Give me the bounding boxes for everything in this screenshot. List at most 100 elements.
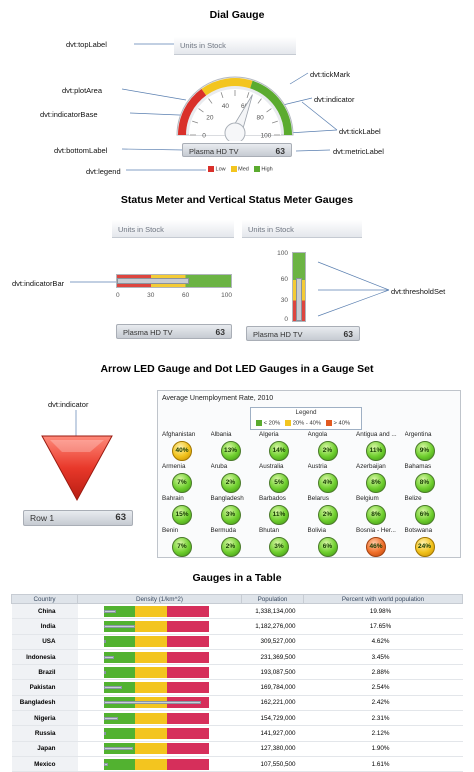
threshold-high — [167, 728, 210, 740]
dot-led: 8% — [414, 473, 435, 493]
led-country-label: Aruba — [210, 463, 228, 470]
table-row[interactable]: USA 309,527,000 4.62% — [11, 634, 463, 650]
density-indicator-bar — [103, 640, 107, 644]
col-population[interactable]: Population — [241, 594, 304, 604]
cell-density — [77, 634, 242, 650]
dot-led: 2% — [220, 473, 241, 493]
gauge-set-legend-title: Legend — [295, 409, 317, 416]
dial-tick-label: 0 — [202, 133, 206, 140]
dot-led-grid: Afghanistan 40% Albania 13% Algeria 14% Angola… — [158, 431, 462, 557]
legend-med: Med — [230, 166, 249, 172]
col-percent[interactable]: Percent with world population — [303, 594, 463, 604]
dial-tick-mark — [246, 92, 250, 99]
cell-population: 154,729,000 — [241, 710, 304, 727]
callout-top-label: dvt:topLabel — [66, 40, 107, 49]
cell-percent: 2.31% — [303, 710, 463, 727]
density-status-meter — [103, 651, 210, 663]
table-row[interactable]: Nigeria 154,729,000 2.31% — [11, 710, 463, 727]
dot-led: 24% — [414, 537, 435, 557]
status-tick-0: 0 — [116, 292, 120, 299]
cell-density — [77, 756, 242, 772]
cell-population: 193,087,500 — [241, 664, 304, 681]
cell-density — [77, 679, 242, 696]
legend-orange-swatch — [325, 420, 332, 426]
table-row[interactable]: Russia 141,927,000 2.12% — [11, 725, 463, 742]
legend-orange-label: > 40% — [333, 420, 351, 427]
threshold-med — [135, 682, 168, 694]
led-country-label: Argentina — [404, 431, 432, 438]
col-density[interactable]: Density (1/km^2) — [77, 594, 242, 604]
cell-population: 1,338,134,000 — [241, 603, 304, 620]
led-country-label: Belize — [404, 495, 422, 502]
arrow-bottom-bar: Row 1 63 — [23, 510, 133, 526]
cell-country: Mexico — [11, 756, 78, 772]
led-country-label: Albania — [210, 431, 232, 438]
dot-led: 3% — [269, 537, 289, 557]
threshold-high — [167, 605, 210, 617]
table-row[interactable]: Mexico 107,550,500 1.61% — [11, 756, 463, 772]
cell-country: India — [11, 618, 78, 635]
table-row[interactable]: India 1,182,276,000 17.65% — [11, 618, 463, 635]
vstatus-bottom-bar: Plasma HD TV 63 — [246, 326, 360, 341]
table-row[interactable]: Brazil 193,087,500 2.88% — [11, 664, 463, 681]
dot-led: 11% — [366, 441, 386, 461]
dial-tick-mark — [208, 98, 213, 104]
led-country-label: Belgium — [356, 495, 379, 502]
threshold-med — [135, 636, 168, 648]
threshold-low — [103, 636, 136, 648]
table-header-row: Country Density (1/km^2) Population Perc… — [11, 594, 463, 604]
density-status-meter — [103, 620, 210, 632]
dot-led: 13% — [220, 441, 241, 461]
status-top-label: Units in Stock — [118, 225, 164, 234]
dial-tick-label: 60 — [241, 103, 249, 110]
legend-high-swatch — [253, 166, 260, 172]
led-country-label: Benin — [162, 527, 179, 534]
cell-percent: 2.54% — [303, 679, 463, 696]
callout-tick-label: dvt:tickLabel — [339, 127, 381, 136]
density-status-meter — [103, 697, 210, 709]
table-row[interactable]: Bangladesh 162,221,000 2.42% — [11, 695, 463, 712]
threshold-low — [103, 712, 136, 724]
dial-tick-mark — [266, 108, 272, 113]
cell-percent: 17.65% — [303, 618, 463, 635]
cell-country: Indonesia — [11, 649, 78, 666]
density-indicator-bar — [103, 732, 106, 736]
threshold-high — [167, 743, 210, 755]
density-indicator-bar — [103, 762, 109, 766]
density-status-meter — [103, 758, 210, 770]
dot-led: 6% — [414, 505, 435, 525]
status-metric-label: 63 — [215, 327, 225, 337]
cell-percent: 4.62% — [303, 634, 463, 650]
status-tick-100: 100 — [221, 292, 232, 299]
table-row[interactable]: Indonesia 231,369,500 3.45% — [11, 649, 463, 666]
vstatus-plot-area — [292, 252, 306, 322]
callout-tick-mark: dvt:tickMark — [310, 70, 351, 79]
dial-tick-mark — [198, 108, 204, 113]
led-section-title: Arrow LED Gauge and Dot LED Gauges in a … — [100, 363, 374, 375]
density-status-meter — [103, 605, 210, 617]
led-country-label: Antigua and ... — [356, 431, 397, 438]
threshold-low — [103, 651, 136, 663]
status-bottom-bar: Plasma HD TV 63 — [116, 324, 232, 339]
callout-plot-area: dvt:plotArea — [62, 86, 103, 95]
cell-country: USA — [11, 634, 78, 650]
col-country[interactable]: Country — [11, 594, 78, 604]
dial-tick-label: 40 — [222, 103, 230, 110]
table-row[interactable]: Pakistan 169,784,000 2.54% — [11, 679, 463, 696]
density-status-meter — [103, 682, 210, 694]
table-row[interactable]: Japan 127,380,000 1.90% — [11, 741, 463, 757]
cell-population: 141,927,000 — [241, 725, 304, 742]
cell-country: Bangladesh — [11, 695, 78, 712]
dot-led: 6% — [317, 537, 338, 557]
cell-population: 309,527,000 — [241, 634, 304, 650]
gauge-set-title: Average Unemployment Rate, 2010 — [162, 395, 274, 402]
table-row[interactable]: China 1,338,134,000 19.98% — [11, 603, 463, 620]
threshold-high — [167, 682, 210, 694]
vstatus-metric-label: 63 — [343, 329, 353, 339]
cell-density — [77, 710, 242, 727]
dial-tick-mark — [257, 98, 262, 104]
dot-led: 5% — [269, 473, 289, 493]
threshold-med — [135, 605, 168, 617]
dial-metric-label: 63 — [275, 146, 285, 156]
arrow-metric-label: 63 — [115, 512, 126, 523]
